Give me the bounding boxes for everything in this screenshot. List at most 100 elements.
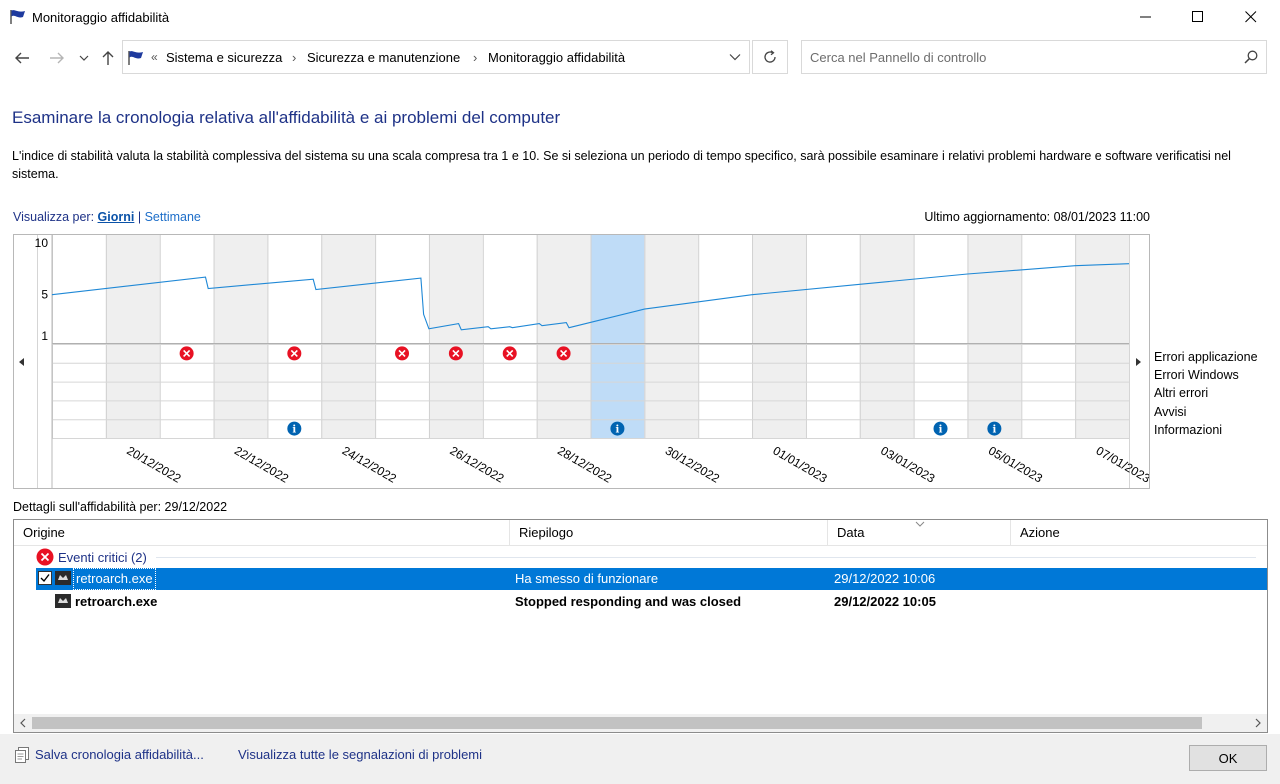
stability-chart[interactable]: 10 5 1 i i i i 20/12/2022 22/12/2022 24/12/2022 26… [13, 234, 1150, 489]
error-event-glyph [506, 349, 514, 357]
scrollbar-thumb[interactable] [32, 717, 1202, 729]
close-button[interactable] [1225, 0, 1277, 34]
column-date[interactable]: Data [828, 520, 1011, 546]
flag-icon [10, 10, 25, 24]
table-header: Origine Riepilogo Data Azione [14, 520, 1267, 546]
ok-button[interactable]: OK [1189, 745, 1267, 771]
app-icon [55, 594, 71, 608]
search-icon[interactable] [1244, 50, 1258, 64]
search-input[interactable] [803, 42, 1233, 72]
scroll-right-button[interactable] [1249, 714, 1267, 732]
row-date: 29/12/2022 10:06 [834, 571, 936, 586]
error-event-glyph [560, 349, 568, 357]
column-summary[interactable]: Riepilogo [510, 520, 828, 546]
arrow-up-icon [102, 51, 114, 65]
day-column [267, 235, 322, 438]
maximize-icon [1192, 11, 1203, 22]
column-action[interactable]: Azione [1020, 525, 1060, 540]
day-column [805, 235, 860, 438]
y-tick-label: 1 [41, 329, 48, 343]
day-column [967, 235, 1022, 438]
critical-events-group[interactable]: Eventi critici (2) [36, 547, 147, 567]
navigation-bar [0, 38, 1280, 78]
breadcrumb-system-security[interactable]: Sistema e sicurezza [166, 50, 283, 65]
address-dropdown-button[interactable] [721, 41, 749, 73]
app-icon [55, 571, 71, 585]
info-event-icon [987, 421, 1002, 436]
save-history-link[interactable]: Salva cronologia affidabilità... [35, 747, 204, 762]
maximize-button[interactable] [1172, 0, 1224, 34]
error-event-glyph [398, 349, 406, 357]
info-event-glyph: i [992, 425, 996, 436]
scroll-chart-right-icon [1136, 358, 1141, 366]
stability-index-line [51, 263, 1130, 331]
chart-legend: Errori applicazione Errori Windows Altri… [1154, 348, 1258, 439]
x-tick-label: 26/12/2022 [447, 443, 506, 485]
horizontal-scrollbar[interactable] [14, 714, 1267, 732]
up-button[interactable] [97, 47, 119, 69]
checkmark-icon [40, 574, 50, 583]
legend-app-errors: Errori applicazione [1154, 350, 1258, 364]
stability-chart-canvas: 10 5 1 i i i i 20/12/2022 22/12/2022 24/12/2022 26… [19, 235, 1149, 488]
row-source: retroarch.exe [73, 568, 156, 590]
breadcrumb-separator-icon[interactable]: › [292, 50, 297, 65]
row-summary: Stopped responding and was closed [515, 594, 742, 609]
info-event-glyph: i [616, 425, 620, 436]
title-bar: Monitoraggio affidabilità [0, 0, 1280, 36]
window-title: Monitoraggio affidabilità [32, 10, 170, 25]
day-column [1075, 235, 1129, 438]
x-tick-label: 22/12/2022 [232, 443, 291, 485]
table-row[interactable]: retroarch.exe Stopped responding and was… [36, 591, 1267, 613]
day-column [859, 235, 914, 438]
scroll-left-button[interactable] [14, 714, 32, 732]
minimize-icon [1140, 16, 1151, 18]
legend-other-errors: Altri errori [1154, 386, 1209, 401]
x-tick-label: 24/12/2022 [340, 443, 399, 485]
breadcrumb-reliability-monitor[interactable]: Monitoraggio affidabilità [488, 50, 626, 65]
view-weeks-link[interactable]: Settimane [144, 210, 201, 224]
group-label: Eventi critici (2) [58, 549, 147, 565]
chevron-down-icon [79, 55, 89, 61]
breadcrumb-overflow-icon[interactable]: « [151, 50, 158, 64]
day-column [536, 235, 591, 438]
table-row[interactable]: retroarch.exe Ha smesso di funzionare 29… [36, 568, 1267, 590]
recent-locations-button[interactable] [74, 47, 94, 69]
close-icon [1245, 11, 1257, 23]
x-tick-label: 01/01/2023 [771, 443, 830, 485]
breadcrumb-separator-icon[interactable]: › [473, 50, 478, 65]
error-event-glyph [290, 349, 298, 357]
minimize-button[interactable] [1120, 0, 1172, 34]
error-event-glyph [183, 349, 191, 357]
x-tick-label: 20/12/2022 [124, 443, 183, 485]
day-column [590, 235, 645, 438]
info-event-glyph: i [939, 425, 943, 436]
x-tick-label: 03/01/2023 [878, 443, 937, 485]
row-summary: Ha smesso di funzionare [515, 571, 659, 586]
day-column [159, 235, 214, 438]
legend-info: Informazioni [1154, 422, 1223, 437]
view-days-link[interactable]: Giorni [97, 210, 135, 224]
info-event-icon [610, 421, 625, 436]
day-column [913, 235, 968, 438]
y-tick-label: 10 [35, 236, 49, 250]
forward-button[interactable] [46, 47, 68, 69]
back-button[interactable] [11, 47, 33, 69]
info-event-glyph: i [292, 425, 296, 436]
row-checkbox[interactable] [38, 571, 52, 585]
sort-indicator-icon [915, 521, 925, 527]
day-column [698, 235, 753, 438]
x-tick-label: 28/12/2022 [555, 443, 614, 485]
breadcrumb-security-maintenance[interactable]: Sicurezza e manutenzione [307, 50, 461, 65]
address-bar[interactable]: « Sistema e sicurezza › Sicurezza e manu… [122, 40, 750, 74]
column-origin[interactable]: Origine [14, 520, 510, 546]
x-tick-label: 05/01/2023 [986, 443, 1045, 485]
arrow-right-icon [50, 52, 64, 64]
day-column [482, 235, 537, 438]
refresh-button[interactable] [752, 40, 788, 74]
view-by-selector: Visualizza per: Giorni | Settimane [13, 210, 201, 224]
view-all-reports-link[interactable]: Visualizza tutte le segnalazioni di prob… [238, 747, 483, 762]
day-column [428, 235, 483, 438]
day-column [321, 235, 376, 438]
view-separator: | [137, 210, 142, 224]
info-event-icon [287, 421, 302, 436]
